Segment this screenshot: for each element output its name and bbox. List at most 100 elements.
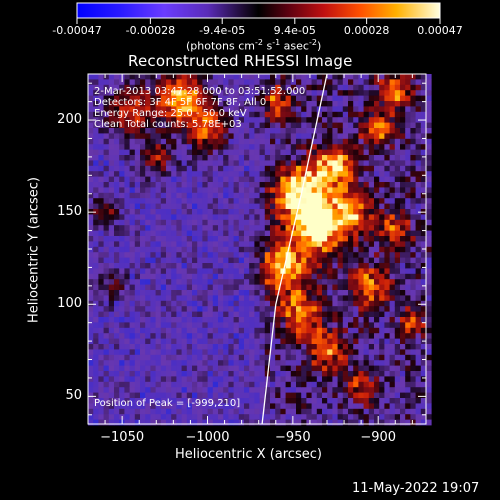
heatmap-cell (368, 419, 375, 426)
heatmap-cell (233, 160, 240, 167)
heatmap-cell (379, 225, 385, 231)
heatmap-cell (197, 333, 203, 339)
heatmap-cell (348, 176, 354, 183)
heatmap-cell (405, 365, 411, 372)
heatmap-cell (238, 322, 245, 329)
heatmap-cell (223, 257, 229, 264)
heatmap-cell (207, 349, 214, 356)
heatmap-cell (171, 268, 177, 275)
heatmap-cell (186, 327, 193, 334)
heatmap-cell (400, 327, 406, 334)
heatmap-cell (348, 165, 354, 172)
heatmap-cell (186, 284, 193, 291)
heatmap-cell (353, 74, 359, 80)
heatmap-cell (400, 79, 406, 86)
heatmap-cell (264, 311, 271, 318)
heatmap-cell (134, 236, 141, 242)
heatmap-cell (342, 387, 349, 393)
heatmap-cell (264, 398, 271, 404)
heatmap-cell (384, 268, 390, 275)
heatmap-cell (280, 257, 286, 264)
heatmap-cell (280, 273, 286, 280)
heatmap-cell (389, 252, 396, 258)
heatmap-cell (384, 381, 390, 388)
heatmap-cell (342, 268, 349, 275)
heatmap-cell (405, 263, 411, 269)
heatmap-cell (410, 155, 416, 161)
heatmap-cell (150, 392, 156, 399)
heatmap-cell (270, 317, 276, 323)
heatmap-cell (332, 322, 338, 329)
heatmap-cell (275, 198, 281, 204)
heatmap-cell (98, 365, 104, 372)
heatmap-cell (218, 295, 224, 302)
heatmap-cell (171, 419, 177, 426)
heatmap-cell (332, 311, 338, 318)
heatmap-cell (88, 225, 94, 231)
heatmap-cell (114, 322, 120, 329)
heatmap-cell (337, 279, 344, 285)
heatmap-cell (264, 295, 271, 302)
heatmap-cell (166, 192, 172, 199)
heatmap-cell (114, 392, 120, 399)
heatmap-cell (176, 322, 182, 329)
heatmap-cell (374, 192, 380, 199)
heatmap-cell (301, 111, 307, 118)
heatmap-cell (353, 79, 359, 86)
heatmap-cell (254, 365, 260, 372)
heatmap-cell (119, 90, 125, 96)
heatmap-cell (275, 117, 281, 123)
heatmap-cell (426, 327, 432, 334)
heatmap-cell (270, 219, 276, 226)
heatmap-cell (145, 354, 151, 361)
heatmap-cell (114, 192, 120, 199)
heatmap-cell (181, 79, 188, 86)
heatmap-cell (270, 360, 276, 366)
info-time-range: 2-Mar-2013 03:47:28.000 to 03:51:52.000 (94, 86, 306, 97)
heatmap-cell (342, 252, 349, 258)
heatmap-cell (212, 290, 219, 296)
heatmap-cell (327, 408, 333, 415)
heatmap-cell (374, 311, 380, 318)
heatmap-cell (249, 376, 255, 383)
heatmap-cell (415, 381, 422, 388)
heatmap-cell (337, 322, 344, 329)
heatmap-cell (415, 398, 422, 404)
heatmap-cell (140, 322, 146, 329)
heatmap-cell (259, 268, 266, 275)
heatmap-cell (114, 203, 120, 210)
heatmap-cell (342, 182, 349, 188)
heatmap-cell (379, 349, 385, 356)
heatmap-cell (176, 79, 182, 86)
heatmap-cell (98, 338, 104, 345)
heatmap-cell (332, 327, 338, 334)
heatmap-cell (192, 408, 198, 415)
heatmap-cell (368, 371, 375, 377)
heatmap-cell (420, 182, 427, 188)
heatmap-cell (358, 414, 364, 420)
heatmap-cell (301, 209, 307, 215)
heatmap-cell (301, 414, 307, 420)
heatmap-cell (368, 246, 375, 253)
heatmap-cell (186, 344, 193, 350)
heatmap-cell (400, 360, 406, 366)
heatmap-cell (322, 338, 328, 345)
heatmap-cell (290, 79, 297, 86)
heatmap-cell (150, 257, 156, 264)
heatmap-cell (155, 381, 162, 388)
heatmap-cell (290, 300, 297, 307)
heatmap-cell (358, 311, 364, 318)
heatmap-cell (249, 408, 255, 415)
heatmap-cell (405, 182, 411, 188)
heatmap-cell (348, 268, 354, 275)
heatmap-cell (327, 111, 333, 118)
heatmap-cell (384, 214, 390, 221)
heatmap-cell (155, 403, 162, 410)
heatmap-cell (415, 111, 422, 118)
heatmap-cell (197, 284, 203, 291)
heatmap-cell (348, 257, 354, 264)
heatmap-cell (337, 333, 344, 339)
heatmap-cell (192, 414, 198, 420)
heatmap-cell (202, 376, 208, 383)
heatmap-cell (244, 209, 250, 215)
